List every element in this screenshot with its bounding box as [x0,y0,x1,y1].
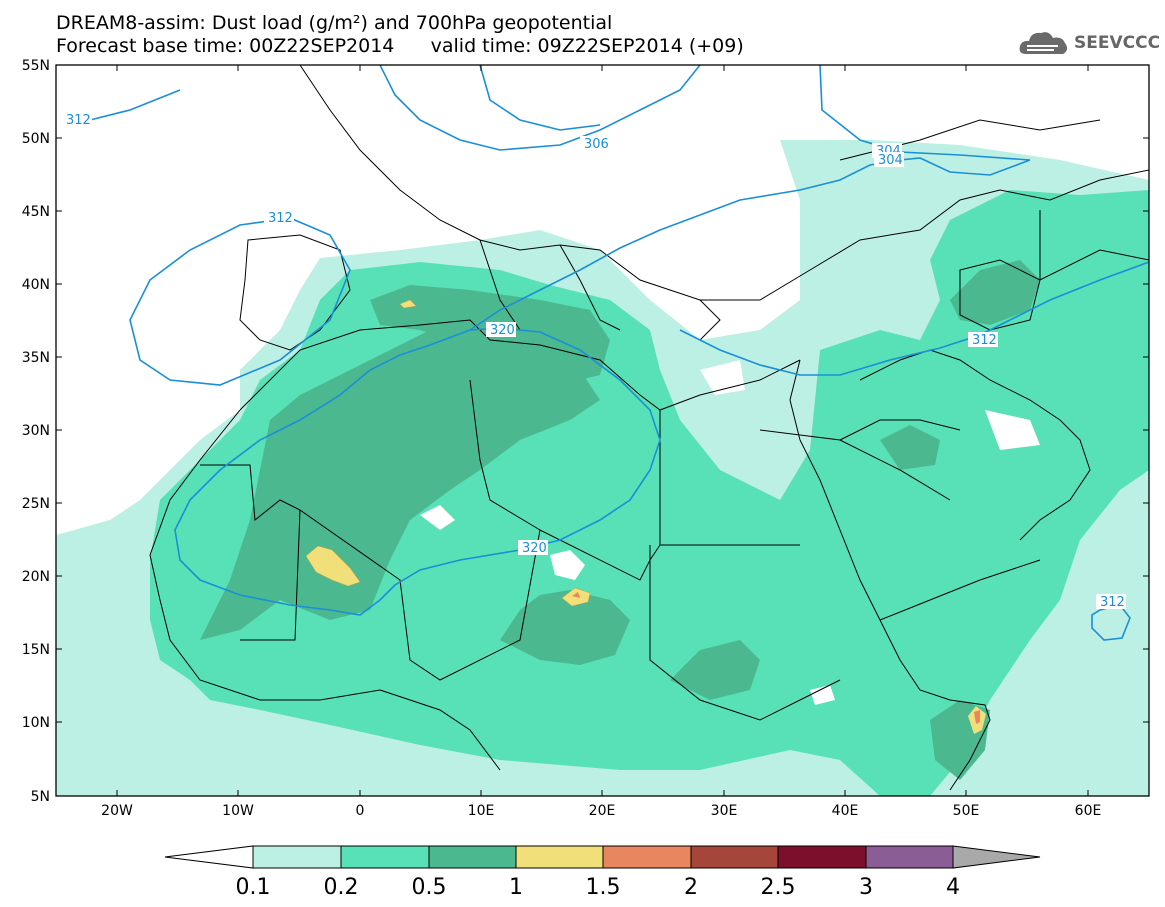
colorbar-tick: 1 [509,875,523,900]
colorbar-segment [252,845,342,869]
lon-label: 50E [953,803,980,819]
lon-label: 40E [832,803,859,819]
svg-text:320: 320 [490,323,515,338]
colorbar-segment [340,845,430,869]
svg-text:312: 312 [66,113,91,128]
svg-text:320: 320 [522,541,547,556]
lat-label: 45N [22,204,50,220]
map-subtitle: Forecast base time: 00Z22SEP2014 valid t… [56,35,744,57]
svg-text:306: 306 [584,137,609,152]
contour-labels: 312 306 304 304 312 320 312 320 312 [62,112,1126,610]
dust-gap [810,685,835,705]
colorbar-tick: 4 [946,875,960,900]
dust-region-0.5 [880,425,940,470]
map-title: DREAM8-assim: Dust load (g/m²) and 700hP… [56,12,613,34]
longitude-axis: 20W 10W 0 10E 20E 30E 40E 50E 60E [101,65,1101,819]
lat-label: 35N [22,350,50,366]
coastlines [149,65,1149,791]
colorbar-segment [602,845,692,869]
colorbar-tick: 0.2 [324,875,359,900]
colorbar: 0.1 0.2 0.5 1 1.5 2 2.5 3 4 [164,845,1041,900]
dust-gap [550,550,585,580]
lat-label: 15N [22,642,50,658]
lat-label: 50N [22,131,50,147]
lat-label: 30N [22,423,50,439]
colorbar-tick: 0.5 [412,875,447,900]
dust-region-1 [305,545,361,587]
svg-text:312: 312 [972,333,997,348]
colorbar-tick: 1.5 [586,875,621,900]
colorbar-tick: 2 [684,875,698,900]
lon-label: 30E [711,803,738,819]
dust-region-0.2 [150,190,1149,796]
dust-gap [420,505,455,530]
svg-text:312: 312 [268,211,293,226]
lat-label: 55N [22,58,50,74]
dust-gap [985,410,1040,450]
colorbar-tick: 3 [859,875,873,900]
logo-text: SEEVCCC [1074,33,1161,53]
lon-label: 10E [468,803,495,819]
lat-label: 25N [22,496,50,512]
colorbar-segment [690,845,779,869]
dust-region-1 [399,299,417,309]
lon-label: 60E [1075,803,1102,819]
logo: SEEVCCC [1018,28,1160,58]
lon-label: 10W [222,803,254,819]
svg-text:304: 304 [878,153,903,168]
colorbar-tick: 2.5 [761,875,796,900]
svg-text:312: 312 [1100,595,1125,610]
colorbar-segment [777,845,867,869]
cloud-icon [1019,32,1068,54]
map-area: 312 306 304 304 312 320 312 320 312 [56,65,1149,796]
dust-region-0.5 [500,590,630,665]
colorbar-high-arrow [952,845,1041,869]
lon-label: 20W [101,803,133,819]
dust-region-0.5 [950,260,1040,325]
latitude-axis: 55N 50N 45N 40N 35N 30N 25N 20N 15N 10N … [22,58,1149,805]
geopotential-contours [89,65,1149,641]
dust-region-0.5 [200,320,600,640]
colorbar-segment [515,845,604,869]
lat-label: 40N [22,277,50,293]
lat-label: 5N [31,789,50,805]
dust-region-0.5 [670,640,760,700]
lat-label: 10N [22,715,50,731]
lon-label: 0 [356,803,365,819]
dust-region-1.5 [974,710,980,724]
lat-label: 20N [22,569,50,585]
lon-label: 20E [589,803,616,819]
colorbar-tick: 0.1 [236,875,271,900]
dust-region-1.5 [572,592,580,598]
colorbar-segment [428,845,517,869]
colorbar-low-arrow [164,845,254,869]
colorbar-segment [865,845,954,869]
